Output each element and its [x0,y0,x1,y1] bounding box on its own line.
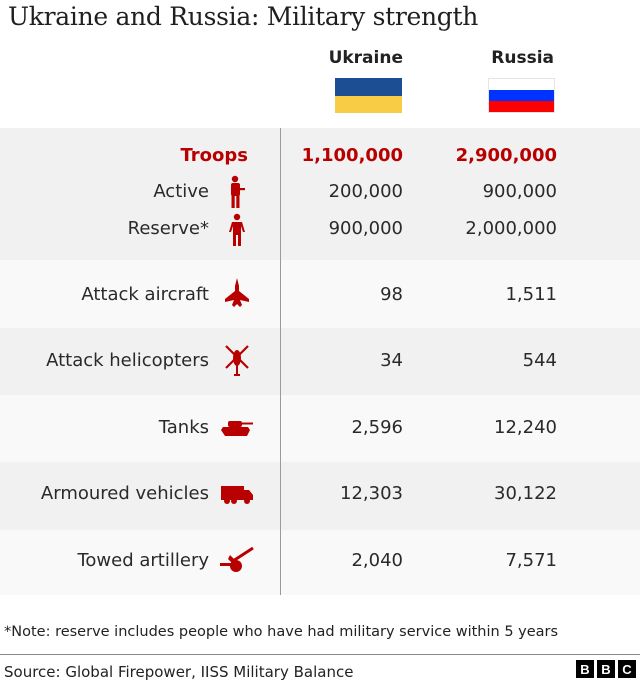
russia-armoured-value: 30,122 [494,483,557,504]
row-label-armoured-vehicles: Armoured vehicles [40,483,209,504]
bbc-logo-letter: B [576,660,594,678]
russia-active-value: 900,000 [482,181,557,202]
row-label-active: Active [153,181,209,202]
ukraine-helicopters-value: 34 [380,350,403,371]
footnote: *Note: reserve includes people who have … [4,624,559,640]
ukraine-flag-icon [335,78,402,113]
helicopters-band [0,328,640,395]
ukraine-tanks-value: 2,596 [351,417,403,438]
fighter-jet-icon [214,276,260,312]
bbc-logo-letter: C [618,660,636,678]
artillery-icon [214,542,260,578]
chart-title: Ukraine and Russia: Military strength [8,2,479,31]
bbc-logo-letter: B [597,660,615,678]
bbc-logo: B B C [576,660,636,678]
source-text: Source: Global Firepower, IISS Military … [4,663,354,681]
row-label-tanks: Tanks [158,417,209,438]
artillery-band [0,530,640,595]
row-label-attack-aircraft: Attack aircraft [81,284,209,305]
row-label-reserve: Reserve* [127,218,209,239]
armoured-band [0,462,640,530]
column-header-ukraine: Ukraine [328,48,403,68]
ukraine-armoured-value: 12,303 [340,483,403,504]
armoured-vehicle-icon [214,476,260,512]
russia-tanks-value: 12,240 [494,417,557,438]
tank-icon [214,410,260,446]
ukraine-aircraft-value: 98 [380,284,403,305]
column-divider [280,128,281,595]
russia-helicopters-value: 544 [522,350,557,371]
row-label-attack-helicopters: Attack helicopters [46,350,209,371]
russia-flag-icon [488,78,555,113]
row-label-troops: Troops [180,145,248,166]
russia-troops-value: 2,900,000 [455,145,557,166]
helicopter-icon [214,343,260,379]
column-header-russia: Russia [491,48,554,68]
troops-band [0,128,640,260]
ukraine-artillery-value: 2,040 [351,550,403,571]
ukraine-reserve-value: 900,000 [328,218,403,239]
row-label-towed-artillery: Towed artillery [77,550,209,571]
russia-aircraft-value: 1,511 [505,284,557,305]
russia-artillery-value: 7,571 [505,550,557,571]
tanks-band [0,395,640,462]
ukraine-troops-value: 1,100,000 [301,145,403,166]
soldier-icon [214,174,260,210]
aircraft-band [0,260,640,328]
russia-reserve-value: 2,000,000 [465,218,557,239]
footer-divider [0,654,640,655]
ukraine-active-value: 200,000 [328,181,403,202]
person-icon [214,212,260,248]
